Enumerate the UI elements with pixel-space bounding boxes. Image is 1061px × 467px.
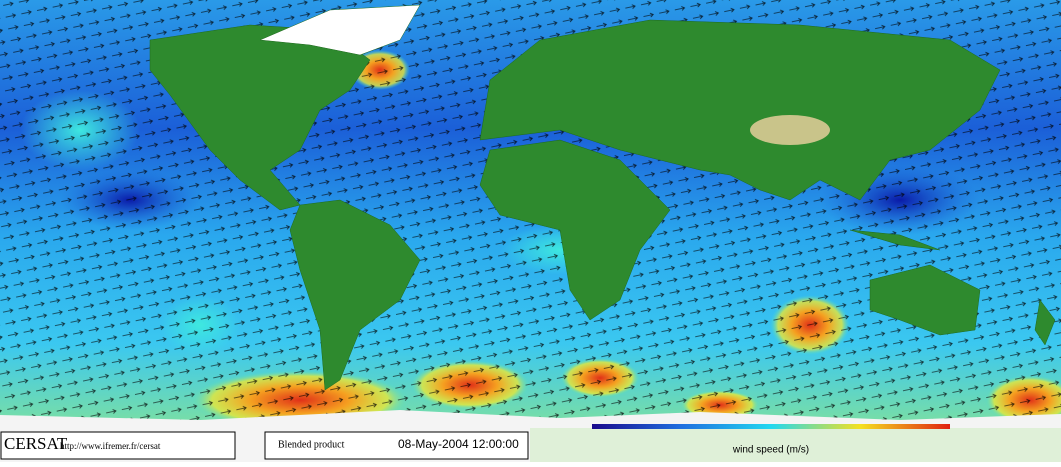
product: Blended product [278, 439, 345, 450]
footer: CERSAT http://www.ifremer.fr/cersat Blen… [0, 431, 529, 460]
logo-box [0, 431, 236, 460]
date: 08-May-2004 12:00:00 [398, 437, 519, 451]
colorbar-gradient [592, 424, 950, 429]
colorbar-label: wind speed (m/s) [732, 445, 809, 456]
colorbar-panel [530, 428, 1061, 462]
logo: CERSAT [4, 434, 68, 453]
product-box [264, 431, 529, 460]
colorbar: wind speed (m/s) [592, 424, 950, 456]
url: http://www.ifremer.fr/cersat [60, 441, 161, 451]
land [149, 4, 1056, 391]
